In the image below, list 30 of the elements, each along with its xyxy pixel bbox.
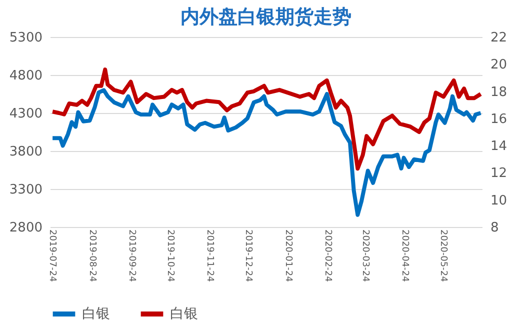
legend-label: 白银 xyxy=(82,306,110,322)
line-series xyxy=(50,88,483,217)
y-tick-label: 2800 xyxy=(9,220,42,236)
x-tick-label: 2020-05-24 xyxy=(438,230,448,282)
x-tick-label: 2019-08-24 xyxy=(86,230,97,282)
legend-label: 白银 xyxy=(170,306,198,322)
x-tick-label: 2020-04-24 xyxy=(400,230,410,282)
y-tick-label: 4300 xyxy=(9,106,42,122)
x-tick-label: 2019-07-24 xyxy=(47,230,58,282)
y-tick-label: 5300 xyxy=(9,30,42,46)
x-tick-label: 2019-12-24 xyxy=(243,230,254,282)
chart-title: 内外盘白银期货走势 xyxy=(180,6,352,28)
x-tick-label: 2019-09-24 xyxy=(126,230,137,282)
y2-tick-label: 22 xyxy=(490,30,508,46)
x-tick-label: 2020-02-24 xyxy=(322,230,333,282)
y2-tick-label: 8 xyxy=(490,220,499,236)
y-tick-label: 3800 xyxy=(9,144,42,160)
y2-tick-label: 18 xyxy=(490,84,508,100)
y-tick-label: 3300 xyxy=(9,182,42,198)
x-tick-label: 2020-01-24 xyxy=(282,230,293,282)
y2-tick-label: 10 xyxy=(490,193,508,208)
x-tick-label: 2020-03-24 xyxy=(360,230,370,282)
y2-tick-label: 20 xyxy=(490,58,508,73)
y2-tick-label: 14 xyxy=(490,139,508,154)
y-tick-label: 4800 xyxy=(9,68,42,84)
y2-tick-label: 16 xyxy=(490,112,508,127)
x-tick-label: 2019-11-24 xyxy=(204,230,215,282)
y2-tick-label: 12 xyxy=(490,166,508,182)
line-series xyxy=(50,68,483,171)
x-tick-label: 2019-10-24 xyxy=(165,230,175,282)
